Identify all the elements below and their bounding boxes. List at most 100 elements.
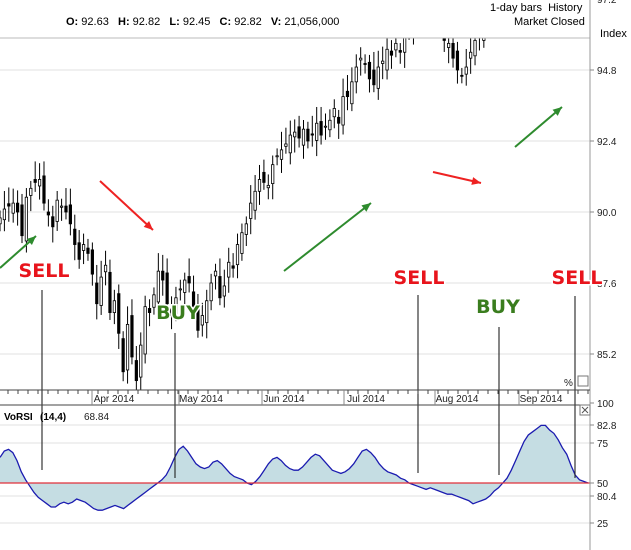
indicator-last-value: 68.84 — [84, 412, 109, 423]
trend-arrows — [0, 106, 563, 272]
candle — [398, 43, 402, 64]
candle-body — [77, 242, 81, 260]
candle — [178, 279, 182, 301]
candle — [108, 259, 112, 320]
candle-body — [231, 265, 235, 269]
arrow-head — [143, 220, 153, 230]
month-label: Sep 2014 — [520, 394, 563, 405]
percent-toggle-label: % — [564, 378, 573, 389]
candle-body — [464, 66, 468, 75]
candle — [417, 0, 419, 22]
close-icon — [581, 406, 589, 414]
candle — [213, 263, 218, 290]
candle — [310, 115, 314, 147]
low-label: L: — [169, 16, 180, 28]
candle — [205, 289, 209, 339]
candle — [332, 99, 336, 129]
candle — [244, 216, 248, 247]
candle — [301, 119, 306, 159]
candle-body — [319, 121, 323, 136]
candle-body — [447, 42, 451, 48]
candle — [81, 233, 86, 265]
month-axis: Apr 2014 May 2014 Jun 2014 Jul 2014 Aug 2014… — [7, 390, 589, 405]
candle — [156, 253, 160, 314]
indicator-y-axis: 25 50 75 100 — [590, 399, 614, 530]
candle-body — [165, 272, 169, 305]
candle — [90, 242, 94, 286]
candle — [191, 275, 196, 321]
candle-body — [412, 17, 414, 31]
candle-body — [389, 50, 394, 56]
candle-body — [59, 205, 64, 208]
candle-body — [117, 293, 121, 334]
candle-body — [42, 175, 46, 204]
history-link[interactable]: History — [548, 2, 583, 14]
candle-body — [262, 171, 266, 183]
candle — [77, 230, 81, 269]
candle-body — [359, 57, 363, 61]
month-label: May 2014 — [179, 394, 223, 405]
candle — [430, 0, 432, 3]
candle-body — [421, 0, 423, 2]
candle — [306, 121, 310, 149]
candle-body — [293, 131, 297, 138]
candle — [425, 0, 427, 18]
candle-body — [455, 50, 460, 71]
candle — [64, 188, 68, 220]
candle-body — [345, 90, 350, 98]
candle-body — [55, 199, 59, 222]
candle-body — [152, 294, 156, 308]
candle — [200, 302, 204, 337]
month-label: Jul 2014 — [347, 394, 385, 405]
candle-body — [271, 164, 275, 185]
candle-body — [478, 32, 480, 37]
candle — [7, 187, 11, 222]
candle — [161, 254, 165, 296]
candle — [0, 210, 2, 232]
candle-body — [191, 291, 196, 308]
candle-body — [240, 232, 244, 254]
candle — [478, 32, 480, 51]
volume-label: V: — [270, 16, 282, 28]
candle — [389, 40, 394, 69]
candle-body — [134, 360, 138, 382]
candle-body — [99, 276, 103, 306]
candle-body — [328, 119, 332, 131]
candle-body — [469, 51, 473, 59]
candle — [473, 38, 477, 66]
candle — [385, 38, 389, 80]
candle-body — [11, 202, 15, 214]
signal-label: SELL — [394, 267, 445, 289]
y-tick-label: 100 — [597, 399, 614, 410]
candle-body — [301, 128, 306, 146]
candle — [99, 260, 103, 315]
candle-body — [205, 300, 209, 324]
candle — [464, 48, 468, 86]
percent-toggle[interactable] — [577, 375, 589, 387]
candle — [367, 54, 372, 93]
candle — [169, 296, 174, 330]
price-y-axis: 80.482.885.287.690.092.494.897.299.6 — [590, 0, 617, 503]
candle-body — [425, 0, 427, 3]
candle — [103, 250, 108, 286]
candle — [482, 38, 486, 48]
index-label: Index — [600, 28, 627, 40]
candle-body — [7, 203, 11, 207]
bar-interval-label: 1-day bars — [490, 2, 542, 14]
candle-body — [284, 143, 288, 147]
candle-body — [218, 276, 222, 299]
candle — [112, 289, 116, 325]
candle — [130, 299, 134, 365]
close-value: 92.82 — [234, 16, 262, 28]
candle-body — [385, 48, 389, 71]
candle — [187, 258, 191, 293]
candle-body — [156, 270, 160, 303]
candle-body — [0, 217, 2, 225]
candle — [37, 163, 42, 200]
candle-body — [112, 300, 116, 313]
month-label: Apr 2014 — [94, 394, 135, 405]
candle — [460, 67, 464, 84]
candle — [20, 193, 24, 244]
candle-body — [323, 125, 328, 128]
y-tick-label: 87.6 — [597, 279, 617, 290]
